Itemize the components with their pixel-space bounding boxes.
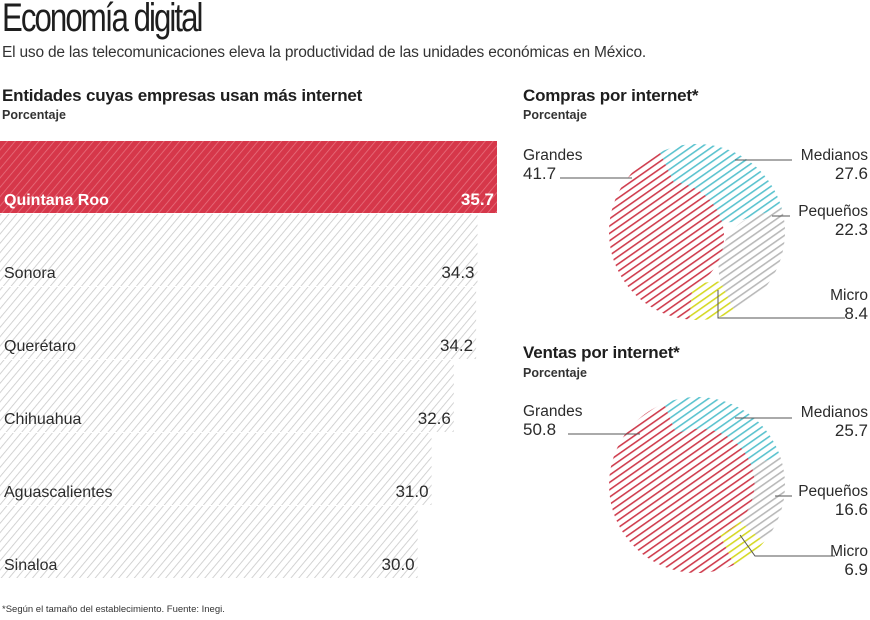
bar-sinaloa bbox=[0, 506, 418, 578]
donut-category-label: Grandes bbox=[523, 147, 583, 164]
page-title: Economía digital bbox=[2, 0, 203, 40]
bar-chart-unit: Porcentaje bbox=[2, 108, 66, 122]
bar-category-label: Aguascalientes bbox=[4, 484, 113, 501]
bar-quintana-roo bbox=[0, 141, 497, 213]
bar-category-label: Chihuahua bbox=[4, 411, 82, 428]
leader-line bbox=[739, 534, 835, 557]
donut-value-label: 16.6 bbox=[835, 500, 868, 519]
donut-category-label: Medianos bbox=[801, 404, 868, 421]
donut-category-label: Micro bbox=[830, 287, 868, 304]
donut-compras-title: Compras por internet* bbox=[523, 86, 699, 105]
bar-value-label: 31.0 bbox=[395, 482, 428, 501]
bar-chart-title: Entidades cuyas empresas usan más intern… bbox=[2, 86, 363, 105]
leader-line bbox=[717, 290, 845, 319]
bar-category-label: Sonora bbox=[4, 265, 56, 282]
donut-value-label: 27.6 bbox=[835, 164, 868, 183]
donut-value-label: 41.7 bbox=[523, 164, 556, 183]
bar-chihuahua bbox=[0, 360, 454, 432]
donut-ventas-unit: Porcentaje bbox=[523, 366, 587, 380]
bar-quer-taro bbox=[0, 287, 477, 359]
bar-value-label: 32.6 bbox=[418, 409, 451, 428]
bar-value-label: 30.0 bbox=[382, 555, 415, 574]
donut-value-label: 8.4 bbox=[844, 304, 868, 323]
donut-category-label: Medianos bbox=[801, 147, 868, 164]
bar-category-label: Sinaloa bbox=[4, 557, 57, 574]
donut-value-label: 50.8 bbox=[523, 420, 556, 439]
bar-sonora bbox=[0, 214, 478, 286]
donut-ventas-title: Ventas por internet* bbox=[523, 343, 680, 362]
donut-category-label: Micro bbox=[830, 543, 868, 560]
bar-value-label: 34.3 bbox=[441, 263, 474, 282]
page-subtitle: El uso de las telecomunicaciones eleva l… bbox=[2, 44, 646, 61]
donut-category-label: Grandes bbox=[523, 403, 583, 420]
donut-value-label: 22.3 bbox=[835, 220, 868, 239]
footnote: *Según el tamaño del establecimiento. Fu… bbox=[2, 604, 225, 615]
bar-category-label: Querétaro bbox=[4, 338, 76, 355]
donut-category-label: Pequeños bbox=[798, 483, 868, 500]
donut-value-label: 6.9 bbox=[844, 560, 868, 579]
bar-aguascalientes bbox=[0, 433, 432, 505]
bar-value-label: 34.2 bbox=[440, 336, 473, 355]
donut-slice-micro bbox=[689, 281, 735, 320]
donut-slice-grandes bbox=[609, 403, 755, 573]
bar-value-label: 35.7 bbox=[461, 190, 494, 209]
donut-compras-unit: Porcentaje bbox=[523, 108, 587, 122]
donut-category-label: Pequeños bbox=[798, 203, 868, 220]
donut-slice-micro bbox=[720, 520, 765, 565]
donut-slice-pequenos bbox=[718, 208, 786, 312]
donut-slice-grandes bbox=[608, 152, 725, 320]
bar-category-label: Quintana Roo bbox=[4, 192, 109, 209]
donut-value-label: 25.7 bbox=[835, 421, 868, 440]
